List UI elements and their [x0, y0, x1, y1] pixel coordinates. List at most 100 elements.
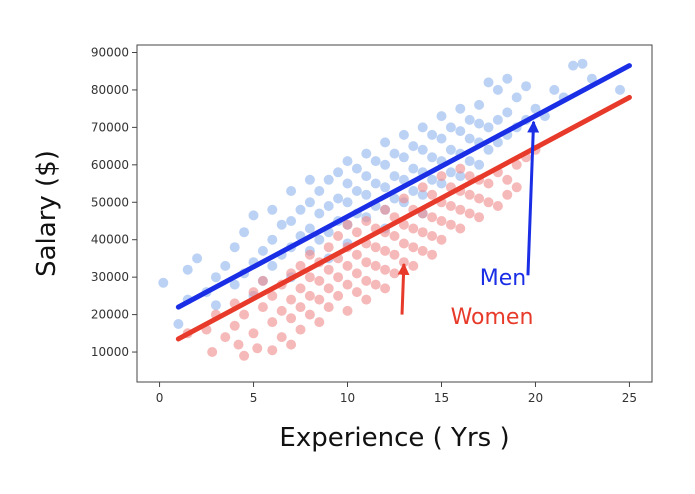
point-women-107 — [492, 201, 503, 211]
point-women-53 — [351, 227, 362, 238]
point-women-70 — [389, 231, 400, 241]
point-women-56 — [361, 257, 372, 268]
point-women-110 — [502, 174, 513, 185]
point-men-35 — [314, 186, 325, 196]
fit-lines-layer — [175, 63, 632, 342]
point-women-11 — [248, 328, 259, 339]
point-men-34 — [314, 208, 325, 219]
point-men-0 — [158, 277, 169, 288]
point-men-85 — [445, 167, 456, 178]
point-women-81 — [417, 227, 428, 238]
point-women-30 — [304, 290, 315, 301]
point-women-44 — [333, 231, 344, 241]
point-women-73 — [398, 238, 409, 249]
x-tick-label: 0 — [156, 391, 164, 405]
point-men-7 — [210, 300, 221, 311]
point-men-98 — [474, 99, 485, 110]
point-women-17 — [267, 290, 278, 301]
point-women-64 — [380, 264, 391, 275]
point-men-79 — [427, 152, 438, 163]
point-men-37 — [323, 201, 334, 211]
point-women-61 — [370, 242, 381, 253]
y-tick-label: 20000 — [91, 308, 129, 322]
point-men-103 — [492, 114, 503, 125]
point-men-83 — [436, 133, 447, 144]
point-men-54 — [361, 148, 372, 159]
point-women-102 — [474, 212, 485, 223]
point-women-76 — [408, 260, 419, 271]
point-women-16 — [267, 345, 278, 356]
point-men-41 — [333, 193, 344, 204]
point-men-32 — [304, 174, 315, 185]
fit-line-women — [175, 94, 632, 342]
point-men-92 — [464, 156, 475, 167]
point-women-112 — [511, 159, 522, 170]
point-men-109 — [511, 92, 522, 103]
point-men-84 — [436, 111, 447, 122]
point-men-80 — [427, 129, 438, 140]
point-men-88 — [455, 171, 466, 182]
point-men-31 — [304, 197, 315, 208]
point-men-118 — [586, 73, 597, 84]
point-men-95 — [474, 159, 485, 170]
point-men-72 — [408, 141, 419, 152]
point-women-89 — [436, 216, 447, 226]
point-men-49 — [351, 186, 362, 196]
y-tick-label: 30000 — [91, 270, 129, 284]
x-tick-label: 10 — [340, 391, 355, 405]
point-men-52 — [361, 189, 372, 200]
point-women-34 — [314, 294, 325, 305]
point-men-8 — [220, 260, 231, 271]
point-women-96 — [455, 204, 466, 215]
point-men-65 — [389, 148, 400, 159]
y-tick-label: 90000 — [91, 45, 129, 59]
point-women-54 — [361, 294, 372, 305]
point-women-40 — [323, 242, 334, 253]
point-women-105 — [483, 197, 494, 208]
point-men-87 — [445, 122, 456, 133]
point-men-24 — [286, 216, 297, 226]
point-women-93 — [445, 201, 456, 211]
point-women-47 — [342, 260, 353, 271]
point-women-28 — [295, 260, 306, 271]
point-men-106 — [502, 107, 513, 118]
point-men-44 — [342, 197, 353, 208]
point-women-31 — [304, 272, 315, 283]
point-women-8 — [239, 350, 250, 361]
arrow-women — [397, 262, 410, 315]
point-men-16 — [257, 245, 268, 256]
legend-label-women: Women — [451, 305, 534, 330]
point-men-64 — [389, 171, 400, 182]
y-tick-label: 80000 — [91, 83, 129, 97]
point-men-22 — [276, 219, 287, 230]
point-men-91 — [455, 103, 466, 114]
point-women-15 — [267, 317, 278, 328]
point-men-12 — [239, 227, 250, 238]
point-men-6 — [210, 272, 221, 283]
point-men-28 — [295, 204, 306, 215]
point-women-14 — [257, 275, 268, 286]
x-tick-label: 5 — [250, 391, 258, 405]
point-women-2 — [207, 347, 218, 357]
x-axis-title: Experience ( Yrs ) — [279, 423, 509, 453]
plot-frame — [136, 44, 653, 383]
point-men-81 — [436, 178, 447, 189]
point-men-18 — [267, 234, 278, 245]
point-women-12 — [252, 343, 263, 354]
point-women-58 — [361, 216, 372, 226]
point-men-75 — [417, 144, 428, 155]
point-men-86 — [445, 144, 456, 155]
point-men-97 — [474, 118, 485, 129]
point-women-92 — [445, 219, 456, 230]
point-women-35 — [314, 275, 325, 286]
point-men-111 — [521, 81, 532, 92]
point-women-91 — [436, 171, 447, 182]
point-men-57 — [370, 156, 381, 167]
point-women-19 — [276, 305, 287, 316]
point-women-6 — [229, 320, 240, 331]
point-men-71 — [408, 163, 419, 174]
point-men-19 — [267, 260, 278, 271]
y-tick-label: 60000 — [91, 158, 129, 172]
point-men-70 — [408, 186, 419, 196]
